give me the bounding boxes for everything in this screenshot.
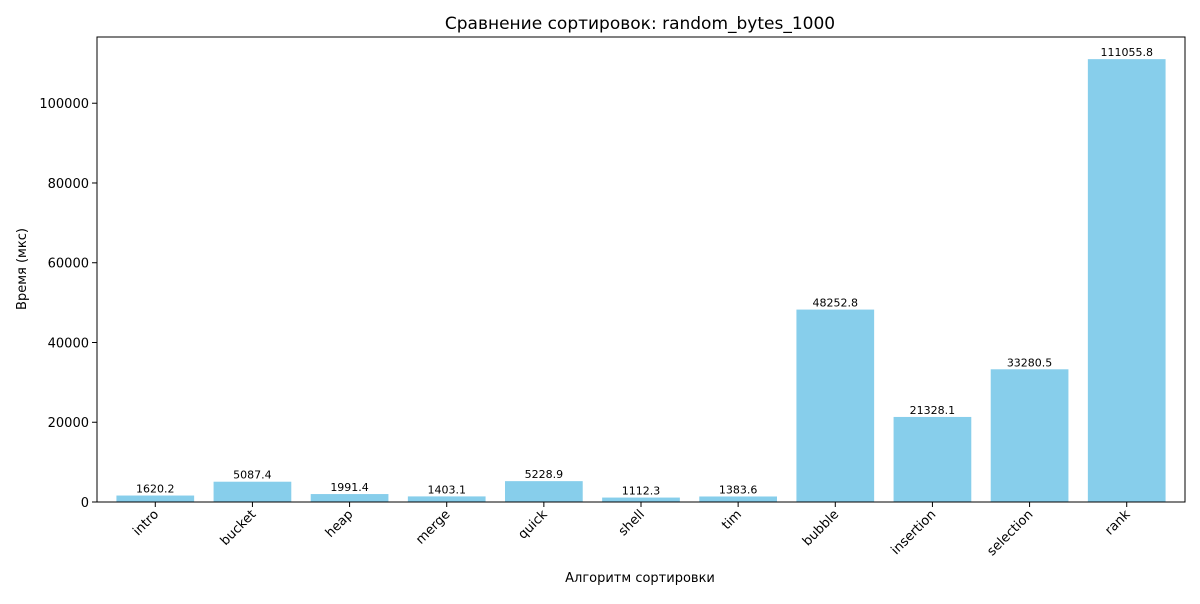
x-tick-label-shell: shell	[616, 507, 648, 539]
value-label-bubble: 48252.8	[813, 297, 859, 310]
x-tick-label-rank: rank	[1102, 507, 1134, 539]
x-tick-label-quick: quick	[515, 507, 551, 543]
value-label-rank: 111055.8	[1100, 46, 1153, 59]
bar-bubble	[796, 309, 875, 502]
y-tick-label-0: 0	[81, 496, 89, 511]
bar-merge	[407, 496, 486, 502]
y-axis-label: Время (мкс)	[15, 228, 30, 310]
x-tick-label-heap: heap	[323, 507, 357, 541]
value-label-intro: 1620.2	[136, 483, 175, 496]
x-tick-label-bubble: bubble	[800, 507, 842, 549]
bar-quick	[505, 481, 583, 502]
x-tick-label-merge: merge	[413, 507, 453, 547]
y-tick-label-20000: 20000	[48, 416, 89, 431]
value-label-heap: 1991.4	[330, 481, 369, 494]
bar-heap	[310, 494, 389, 502]
bar-selection	[990, 369, 1069, 502]
value-label-tim: 1383.6	[719, 483, 758, 496]
value-label-merge: 1403.1	[427, 483, 466, 496]
value-label-selection: 33280.5	[1007, 356, 1053, 369]
bar-rank	[1087, 59, 1166, 503]
chart-title: Сравнение сортировок: random_bytes_1000	[445, 14, 835, 34]
bar-bucket	[213, 481, 292, 502]
x-axis-label: Алгоритм сортировки	[565, 571, 715, 586]
value-label-shell: 1112.3	[622, 485, 661, 498]
x-tick-label-bucket: bucket	[218, 507, 260, 549]
y-tick-label-60000: 60000	[48, 257, 89, 272]
x-tick-label-selection: selection	[984, 507, 1036, 559]
value-label-insertion: 21328.1	[910, 404, 956, 417]
value-label-bucket: 5087.4	[233, 469, 272, 482]
x-tick-label-tim: tim	[719, 507, 745, 533]
value-label-quick: 5228.9	[525, 468, 564, 481]
bar-tim	[699, 496, 777, 502]
x-tick-label-insertion: insertion	[888, 507, 939, 558]
bar-intro	[116, 495, 195, 502]
bar-shell	[602, 497, 680, 502]
plot-frame	[96, 36, 1186, 503]
bar-insertion	[893, 416, 972, 502]
value-labels-layer: 1620.2 5087.4 1991.4 1403.1 5228.9 1112.3 1383…	[136, 46, 1153, 497]
bars-layer	[116, 59, 1166, 503]
x-tick-label-intro: intro	[130, 507, 162, 539]
y-tick-label-100000: 100000	[39, 97, 89, 112]
x-axis: intro bucket heap merge quick shell tim bubble i…	[130, 502, 1134, 559]
y-tick-label-40000: 40000	[48, 336, 89, 351]
y-tick-label-80000: 80000	[48, 177, 89, 192]
y-axis: 0 20000 40000 60000 80000 100000	[39, 97, 97, 511]
